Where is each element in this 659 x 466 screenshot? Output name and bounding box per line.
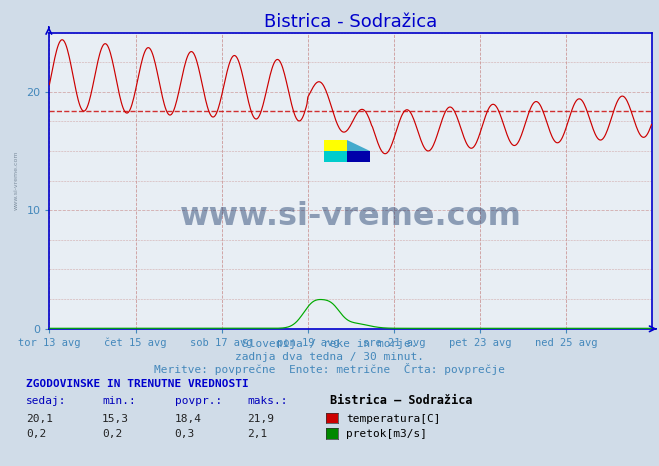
- Text: 0,2: 0,2: [102, 429, 123, 439]
- Bar: [347, 151, 370, 162]
- Text: Meritve: povprečne  Enote: metrične  Črta: povprečje: Meritve: povprečne Enote: metrične Črta:…: [154, 363, 505, 375]
- Text: 21,9: 21,9: [247, 414, 274, 424]
- Text: Slovenija / reke in morje.: Slovenija / reke in morje.: [242, 339, 417, 349]
- Text: zadnja dva tedna / 30 minut.: zadnja dva tedna / 30 minut.: [235, 352, 424, 362]
- Text: temperatura[C]: temperatura[C]: [346, 414, 440, 424]
- Text: sedaj:: sedaj:: [26, 397, 67, 406]
- Text: pretok[m3/s]: pretok[m3/s]: [346, 429, 427, 439]
- Text: 0,2: 0,2: [26, 429, 47, 439]
- Text: www.si-vreme.com: www.si-vreme.com: [14, 151, 18, 210]
- Title: Bistrica - Sodražica: Bistrica - Sodražica: [264, 13, 438, 31]
- Text: 15,3: 15,3: [102, 414, 129, 424]
- Text: 0,3: 0,3: [175, 429, 195, 439]
- Text: Bistrica – Sodražica: Bistrica – Sodražica: [330, 395, 472, 407]
- Text: povpr.:: povpr.:: [175, 397, 222, 406]
- Text: ZGODOVINSKE IN TRENUTNE VREDNOSTI: ZGODOVINSKE IN TRENUTNE VREDNOSTI: [26, 379, 249, 389]
- Text: min.:: min.:: [102, 397, 136, 406]
- Text: 20,1: 20,1: [26, 414, 53, 424]
- Polygon shape: [347, 140, 370, 151]
- Text: maks.:: maks.:: [247, 397, 287, 406]
- Text: 2,1: 2,1: [247, 429, 268, 439]
- Bar: [324, 151, 347, 162]
- Text: 18,4: 18,4: [175, 414, 202, 424]
- Bar: [324, 140, 347, 151]
- Text: www.si-vreme.com: www.si-vreme.com: [180, 200, 522, 232]
